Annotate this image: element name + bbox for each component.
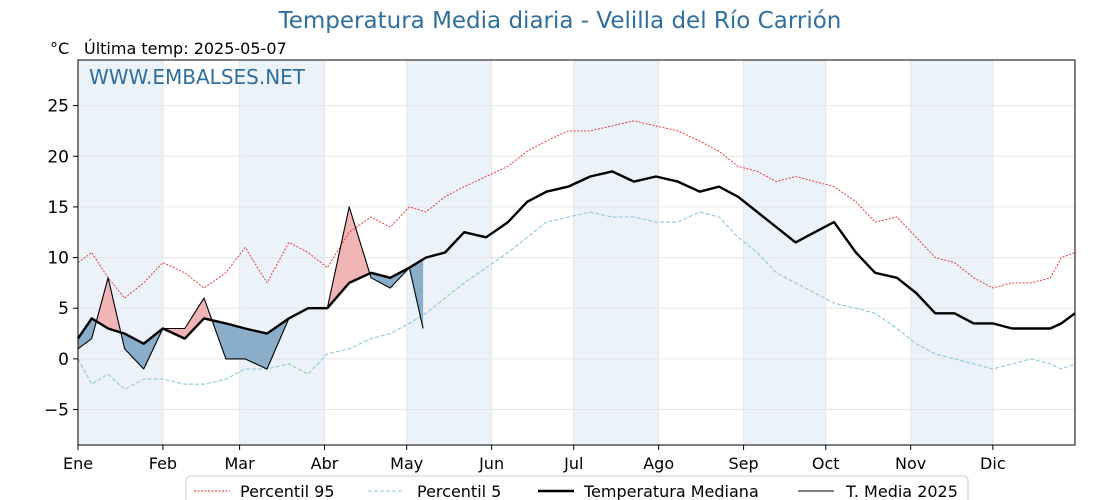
- series-lines: [77, 120, 1076, 390]
- y-tick-label: 25: [47, 97, 69, 117]
- legend-box: [185, 475, 969, 500]
- x-tick-label: Ene: [63, 454, 93, 473]
- y-tick-label: 15: [47, 198, 69, 218]
- watermark: WWW.EMBALSES.NET: [89, 65, 306, 89]
- y-unit-label: °C: [50, 39, 70, 58]
- x-tick-label: Mar: [225, 454, 256, 473]
- month-bands: [78, 60, 993, 445]
- y-tick-label: −5: [44, 401, 69, 421]
- series-line-p95: [77, 120, 1076, 299]
- legend-label-median: Temperatura Mediana: [583, 482, 759, 500]
- y-tick-label: 10: [47, 249, 69, 269]
- x-tick-label: May: [390, 454, 423, 473]
- last-temp-label: Última temp: 2025-05-07: [84, 39, 287, 58]
- legend-label-t2025: T. Media 2025: [845, 482, 958, 500]
- y-tick-label: 0: [58, 350, 69, 370]
- legend: Percentil 95 Percentil 5 Temperatura Media…: [185, 475, 969, 500]
- month-band: [910, 60, 993, 445]
- plot-frame: [77, 59, 1076, 446]
- x-tick-label: Ago: [643, 454, 674, 473]
- month-band: [573, 60, 659, 445]
- x-tick-label: Nov: [895, 454, 926, 473]
- anomaly-fills: [78, 206, 424, 370]
- legend-label-p95: Percentil 95: [240, 482, 335, 500]
- series-line-median: [77, 170, 1076, 345]
- y-tick-label: 20: [47, 147, 69, 167]
- x-tick-label: Dic: [980, 454, 1006, 473]
- series-line-t2025: [77, 206, 424, 370]
- month-band: [743, 60, 826, 445]
- month-band: [406, 60, 492, 445]
- grid-lines: [77, 60, 1075, 445]
- x-tick-label: Oct: [812, 454, 840, 473]
- x-axis: Ene Feb Mar Abr May Jun Jul Ago Sep Oct Nov Dic: [63, 445, 1006, 473]
- x-tick-label: Sep: [729, 454, 759, 473]
- x-tick-label: Jul: [563, 454, 583, 473]
- legend-label-p5: Percentil 5: [417, 482, 501, 500]
- month-band: [239, 60, 325, 445]
- x-tick-label: Abr: [311, 454, 339, 473]
- below-median-fill: [78, 259, 424, 370]
- y-tick-label: 5: [58, 299, 69, 319]
- y-axis: −5 0 5 10 15 20 25: [44, 97, 78, 421]
- x-tick-label: Jun: [478, 454, 504, 473]
- month-band: [78, 60, 163, 445]
- x-tick-label: Feb: [149, 454, 177, 473]
- series-line-p5: [77, 211, 1076, 390]
- chart-title: Temperatura Media diaria - Velilla del R…: [278, 8, 842, 34]
